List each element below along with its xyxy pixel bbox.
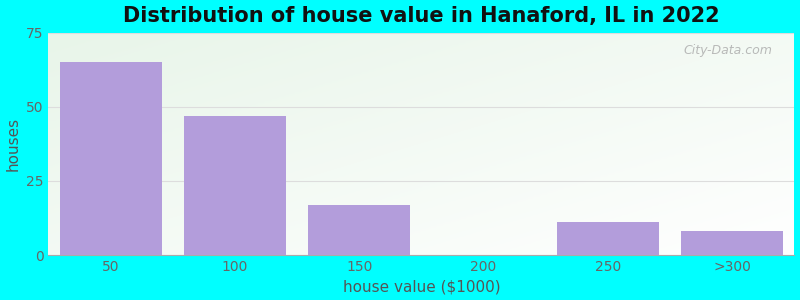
X-axis label: house value ($1000): house value ($1000) <box>342 279 500 294</box>
Bar <box>682 231 783 255</box>
Bar <box>60 62 162 255</box>
Text: City-Data.com: City-Data.com <box>683 44 772 57</box>
Y-axis label: houses: houses <box>6 117 21 171</box>
Bar <box>557 222 659 255</box>
Bar <box>308 205 410 255</box>
Title: Distribution of house value in Hanaford, IL in 2022: Distribution of house value in Hanaford,… <box>123 6 720 26</box>
Bar <box>184 116 286 255</box>
